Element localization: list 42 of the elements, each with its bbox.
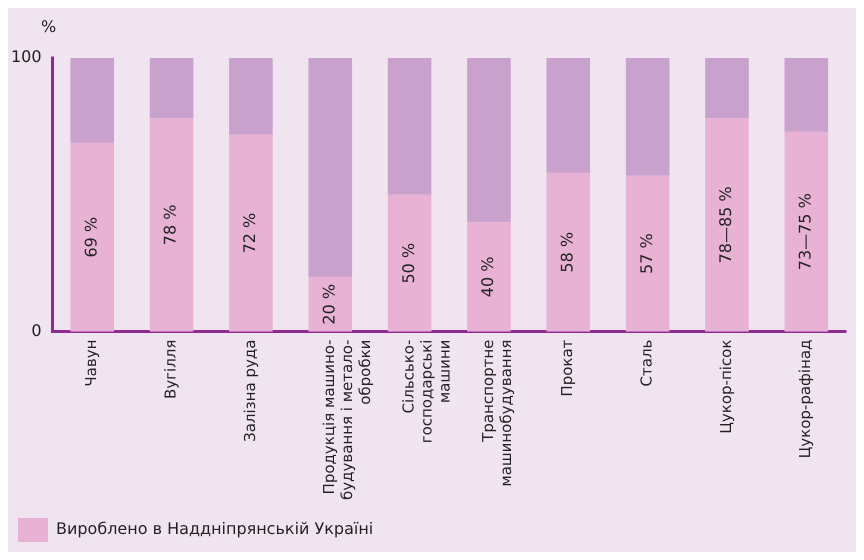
bar (150, 118, 194, 332)
data-label: 40 % (478, 256, 498, 298)
legend-label: Вироблено в Наддніпрянській Україні (56, 519, 374, 538)
data-label: 78 % (160, 204, 180, 246)
x-tick-label: Цукор-рафінад (796, 340, 814, 458)
bar (467, 222, 511, 332)
x-tick-label: Продукція машино- будування і метало- обробки (320, 340, 374, 500)
data-label: 72 % (240, 212, 260, 254)
bar (546, 58, 590, 173)
data-label: 20 % (319, 284, 338, 325)
bar (388, 194, 432, 332)
bar (705, 58, 749, 118)
bar (308, 276, 352, 332)
bar (546, 172, 590, 332)
bar (388, 58, 432, 195)
data-label: 58 % (557, 232, 576, 273)
y-tick-label: 0 (31, 320, 42, 340)
x-tick-label: Чавун (82, 340, 100, 387)
data-label: 69 % (81, 216, 100, 258)
bar (229, 134, 273, 332)
data-label: 78—85 % (716, 186, 736, 264)
data-label: 50 % (398, 242, 418, 284)
bar (70, 58, 114, 143)
data-label: 73—75 % (795, 193, 814, 270)
bar (308, 58, 352, 277)
bar (626, 176, 670, 332)
x-tick-label: Сталь (638, 340, 656, 386)
y-tick-label: 100 (10, 47, 42, 66)
x-tick-label: Залізна руда (240, 340, 259, 442)
bar (467, 58, 511, 222)
bar (626, 58, 670, 176)
bar (70, 142, 114, 332)
x-tick-label: Прокат (558, 339, 576, 397)
x-tick-label: Цукор-пісок (716, 340, 735, 434)
bar (784, 132, 828, 332)
data-label: 57 % (636, 233, 656, 274)
bar (150, 58, 194, 118)
bar (705, 118, 749, 332)
y-axis-title: % (40, 17, 56, 36)
x-tick-label: Вугілля (161, 340, 180, 400)
bar (784, 58, 828, 132)
bar (229, 58, 273, 135)
